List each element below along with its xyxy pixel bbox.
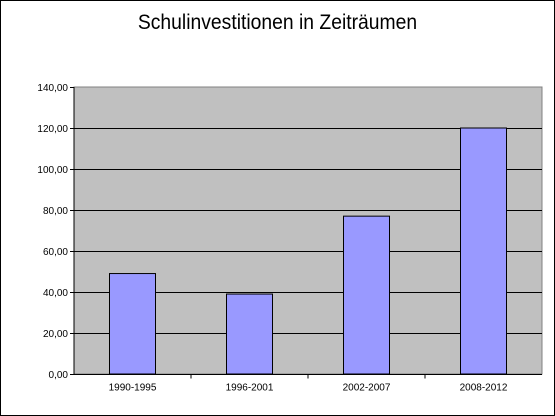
x-tick-label: 1996-2001 <box>226 383 274 394</box>
chart-title: Schulinvestitionen in Zeiträumen <box>137 11 418 34</box>
y-axis: 0,00 20,00 40,00 60,00 80,00 100,00 120,00 140,… <box>37 83 75 381</box>
bar <box>343 215 390 375</box>
bar <box>109 273 156 375</box>
bar <box>226 293 273 375</box>
y-tick-label: 0,00 <box>49 370 69 381</box>
x-axis: 1990-1995 1996-2001 2002-2007 2008-2012 <box>74 374 542 394</box>
x-tick-label: 2008-2012 <box>460 383 508 394</box>
y-tick-label: 140,00 <box>37 83 68 94</box>
bar <box>460 127 507 375</box>
bars <box>109 127 507 375</box>
y-tick-label: 80,00 <box>43 206 68 217</box>
y-tick-label: 120,00 <box>37 124 68 135</box>
x-tick-label: 2002-2007 <box>343 383 391 394</box>
y-tick-label: 20,00 <box>43 329 68 340</box>
y-tick-label: 40,00 <box>43 288 68 299</box>
y-tick-label: 60,00 <box>43 247 68 258</box>
y-tick-label: 100,00 <box>37 165 68 176</box>
x-tick-label: 1990-1995 <box>109 383 157 394</box>
